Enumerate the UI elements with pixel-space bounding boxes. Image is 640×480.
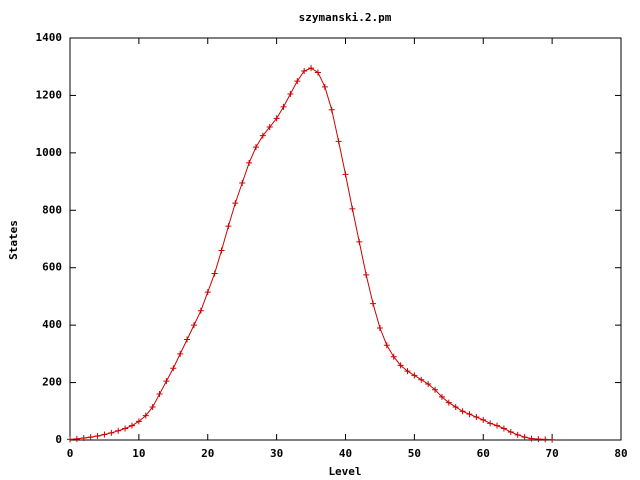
point-marker	[535, 436, 542, 443]
point-marker	[94, 432, 101, 439]
y-tick-label: 1200	[36, 88, 63, 101]
point-marker	[452, 403, 459, 410]
point-marker	[404, 368, 411, 375]
point-marker	[259, 132, 266, 139]
point-marker	[514, 431, 521, 438]
point-marker	[349, 205, 356, 212]
point-marker	[383, 342, 390, 349]
series-line	[69, 67, 553, 441]
point-marker	[280, 103, 287, 110]
point-marker	[149, 403, 156, 410]
x-tick-label: 40	[339, 447, 352, 460]
point-marker	[287, 90, 294, 97]
point-marker	[432, 386, 439, 393]
point-marker	[549, 436, 556, 443]
point-marker	[314, 69, 321, 76]
x-tick-label: 10	[132, 447, 145, 460]
y-tick-label: 1400	[36, 31, 63, 44]
point-marker	[494, 422, 501, 429]
point-marker	[177, 350, 184, 357]
point-marker	[328, 106, 335, 113]
point-marker	[67, 436, 73, 443]
point-marker	[239, 180, 246, 187]
point-marker	[321, 83, 328, 90]
point-marker	[507, 428, 514, 435]
point-marker	[342, 171, 349, 178]
point-marker	[73, 435, 80, 442]
point-marker	[466, 411, 473, 418]
point-marker	[218, 247, 225, 254]
point-marker	[459, 408, 466, 415]
point-marker	[142, 412, 149, 419]
point-marker	[390, 353, 397, 360]
point-marker	[232, 200, 239, 207]
point-marker	[128, 422, 135, 429]
chart-title: szymanski.2.pm	[299, 11, 392, 24]
point-marker	[266, 124, 273, 131]
x-tick-label: 50	[408, 447, 421, 460]
point-marker	[252, 144, 259, 151]
x-tick-label: 20	[201, 447, 214, 460]
point-marker	[122, 425, 129, 432]
point-marker	[101, 431, 108, 438]
x-tick-label: 60	[477, 447, 490, 460]
y-tick-label: 200	[42, 376, 62, 389]
point-marker	[197, 307, 204, 314]
point-marker	[500, 425, 507, 432]
point-marker	[521, 434, 528, 441]
x-axis-label: Level	[328, 465, 361, 478]
point-marker	[363, 271, 370, 278]
y-tick-label: 400	[42, 318, 62, 331]
point-marker	[170, 365, 177, 372]
point-marker	[294, 78, 301, 85]
point-marker	[115, 427, 122, 434]
point-marker	[108, 429, 115, 436]
point-marker	[397, 362, 404, 369]
point-marker	[411, 372, 418, 379]
point-marker	[211, 270, 218, 277]
point-marker	[301, 68, 308, 75]
x-tick-label: 30	[270, 447, 283, 460]
point-marker	[542, 436, 549, 443]
y-tick-label: 600	[42, 261, 62, 274]
plot-border	[69, 37, 622, 441]
x-tick-label: 0	[67, 447, 74, 460]
x-tick-label: 80	[614, 447, 627, 460]
point-marker	[473, 414, 480, 421]
point-marker	[308, 65, 315, 72]
point-marker	[418, 376, 425, 383]
y-tick-label: 0	[55, 433, 62, 446]
point-marker	[376, 325, 383, 332]
point-marker	[225, 223, 232, 230]
point-marker	[425, 381, 432, 388]
point-marker	[80, 434, 87, 441]
point-marker	[184, 336, 191, 343]
point-marker	[356, 238, 363, 245]
point-marker	[135, 418, 142, 425]
point-marker	[190, 322, 197, 329]
point-marker	[204, 289, 211, 296]
y-tick-label: 800	[42, 203, 62, 216]
point-marker	[480, 416, 487, 423]
x-tick-label: 70	[546, 447, 559, 460]
point-marker	[156, 391, 163, 398]
point-marker	[370, 300, 377, 307]
y-axis-label: States	[7, 220, 20, 260]
point-marker	[246, 159, 253, 166]
point-marker	[487, 420, 494, 427]
point-marker	[163, 378, 170, 385]
point-marker	[445, 399, 452, 406]
point-marker	[438, 393, 445, 400]
point-marker	[528, 435, 535, 442]
point-marker	[87, 434, 94, 441]
point-marker	[273, 115, 280, 122]
y-tick-label: 1000	[36, 146, 63, 159]
point-marker	[335, 138, 342, 145]
